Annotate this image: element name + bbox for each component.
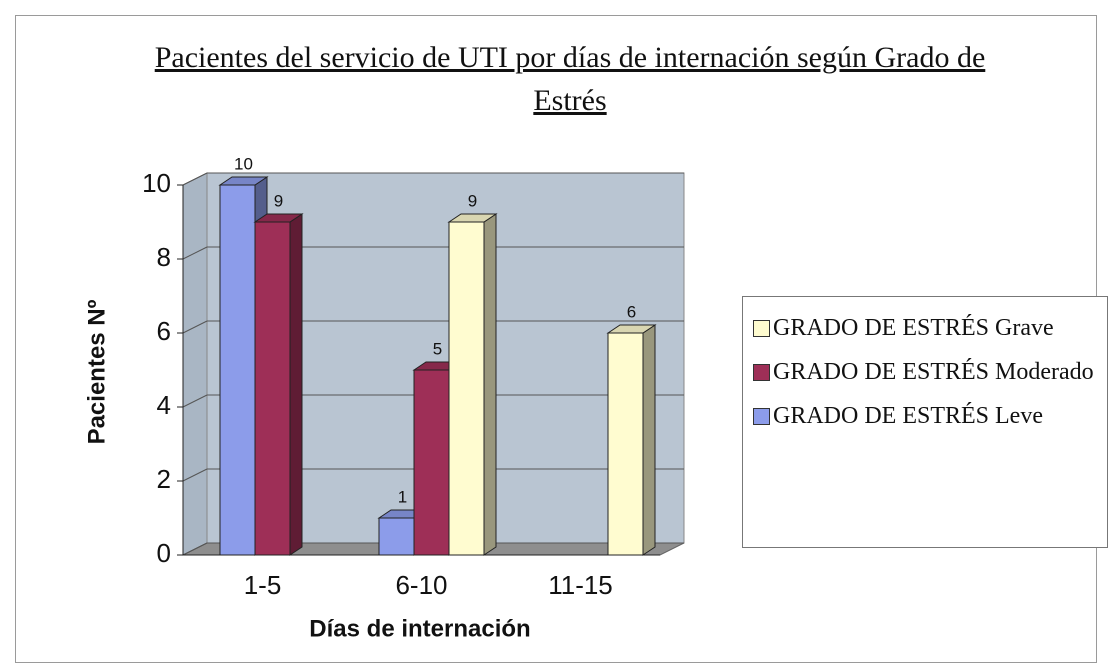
x-tick-label: 6-10	[395, 570, 447, 600]
legend-label: GRADO DE ESTRÉS Moderado	[773, 359, 1094, 385]
legend-swatch	[753, 364, 770, 381]
y-tick-label: 0	[157, 538, 171, 568]
bar-side	[483, 213, 497, 556]
data-label: 9	[468, 191, 477, 210]
grid-line	[182, 246, 208, 260]
y-tick-label: 6	[157, 316, 171, 346]
bar	[607, 332, 644, 556]
legend-swatch	[753, 320, 770, 337]
y-axis-title: Pacientes Nº	[83, 299, 110, 444]
grid-line	[182, 394, 208, 408]
x-tick-label: 1-5	[244, 570, 282, 600]
legend-swatch	[753, 408, 770, 425]
y-tick-label: 8	[157, 242, 171, 272]
grid-line	[182, 172, 208, 186]
bar	[219, 184, 256, 556]
grid-line	[182, 468, 208, 482]
y-tick-label: 10	[142, 168, 171, 198]
legend-entry: GRADO DE ESTRÉS Leve	[753, 399, 1099, 433]
y-tick-label: 4	[157, 390, 171, 420]
bar-side	[289, 213, 303, 556]
data-label: 5	[433, 339, 442, 358]
bar-side	[642, 324, 656, 556]
bar	[413, 369, 450, 556]
bar	[254, 221, 291, 556]
data-label: 6	[627, 302, 636, 321]
x-axis-title: Días de internación	[309, 615, 530, 642]
grid-line	[182, 320, 208, 334]
y-tick-label: 2	[157, 464, 171, 494]
grid-line	[182, 542, 208, 556]
x-tick-label: 11-15	[548, 570, 613, 600]
legend-entry: GRADO DE ESTRÉS Moderado	[753, 355, 1099, 389]
bar	[448, 221, 485, 556]
chart-title: Pacientes del servicio de UTI por días d…	[154, 41, 986, 117]
data-label: 9	[274, 191, 283, 210]
bar	[378, 517, 415, 556]
legend: GRADO DE ESTRÉS Grave GRADO DE ESTRÉS Mod…	[742, 296, 1108, 548]
data-label: 1	[398, 487, 407, 506]
legend-label: GRADO DE ESTRÉS Leve	[773, 403, 1043, 429]
data-label: 10	[234, 154, 253, 173]
legend-label: GRADO DE ESTRÉS Grave	[773, 315, 1054, 341]
side-wall	[182, 172, 208, 556]
legend-entry: GRADO DE ESTRÉS Grave	[753, 311, 1099, 345]
